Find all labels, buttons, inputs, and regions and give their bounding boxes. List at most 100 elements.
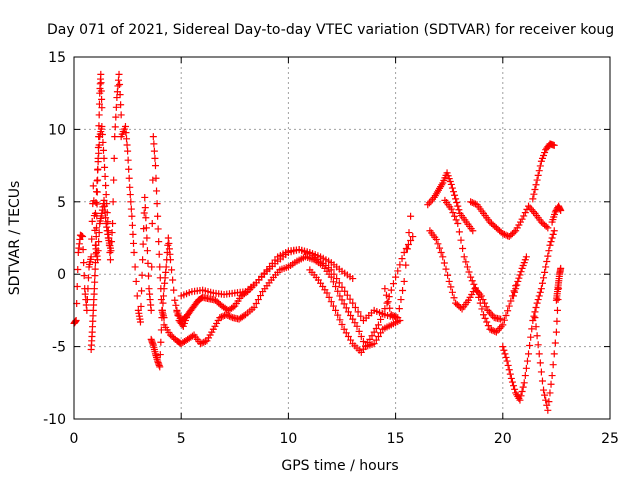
- series-arc-evening-d: [531, 285, 563, 414]
- data-point: [547, 380, 555, 388]
- data-point: [517, 268, 525, 276]
- data-point: [219, 312, 227, 320]
- data-point: [95, 111, 103, 119]
- data-point: [549, 361, 557, 369]
- data-point: [482, 303, 490, 311]
- data-point: [171, 296, 179, 304]
- data-point: [137, 302, 145, 310]
- data-point: [359, 338, 367, 346]
- data-point: [349, 315, 357, 323]
- data-point: [382, 291, 390, 299]
- data-point: [540, 274, 548, 282]
- data-point: [170, 286, 178, 294]
- data-point: [333, 275, 341, 283]
- data-point: [323, 289, 331, 297]
- data-point: [240, 312, 248, 320]
- data-point: [90, 285, 98, 293]
- data-point: [123, 141, 131, 149]
- data-point: [531, 185, 539, 193]
- data-point: [552, 328, 560, 336]
- data-point: [403, 245, 411, 253]
- data-point: [139, 256, 147, 264]
- series-arc-afternoon-d: [441, 196, 520, 336]
- data-point: [532, 181, 540, 189]
- data-point: [154, 225, 162, 233]
- data-point: [225, 312, 233, 320]
- data-point: [112, 103, 120, 111]
- data-point: [91, 272, 99, 280]
- data-point: [88, 235, 96, 243]
- data-point: [448, 184, 456, 192]
- data-point: [95, 141, 103, 149]
- data-point: [518, 387, 526, 395]
- data-point: [553, 317, 561, 325]
- data-point: [325, 293, 333, 301]
- data-point: [156, 363, 164, 371]
- data-point: [499, 321, 507, 329]
- data-point: [547, 238, 555, 246]
- data-point: [523, 357, 531, 365]
- data-point: [370, 340, 378, 348]
- data-point: [453, 199, 461, 207]
- data-point: [528, 206, 536, 214]
- data-point: [80, 259, 88, 267]
- data-point: [452, 195, 460, 203]
- data-point: [129, 230, 137, 238]
- data-point: [402, 261, 410, 269]
- data-point: [98, 104, 106, 112]
- data-point: [340, 325, 348, 333]
- data-point: [106, 256, 114, 264]
- data-point: [152, 174, 160, 182]
- data-point: [488, 326, 496, 334]
- data-point: [104, 227, 112, 235]
- data-point: [467, 273, 475, 281]
- data-point: [522, 253, 530, 261]
- data-point: [405, 229, 413, 237]
- y-tick-label: 5: [57, 195, 66, 211]
- data-point: [127, 205, 135, 213]
- x-tick-label: 20: [494, 431, 512, 447]
- data-point: [510, 228, 518, 236]
- data-point: [529, 195, 537, 203]
- data-point: [501, 350, 509, 358]
- data-point: [427, 197, 435, 205]
- data-point: [101, 163, 109, 171]
- data-point: [257, 292, 265, 300]
- data-point: [338, 296, 346, 304]
- data-point: [139, 240, 147, 248]
- data-point: [99, 138, 107, 146]
- data-point: [92, 199, 100, 207]
- data-point: [121, 123, 129, 131]
- data-point: [166, 256, 174, 264]
- data-point: [143, 234, 151, 242]
- data-point: [91, 209, 99, 217]
- data-point: [153, 187, 161, 195]
- data-point: [527, 333, 535, 341]
- data-point: [432, 235, 440, 243]
- data-point: [168, 266, 176, 274]
- data-point: [504, 232, 512, 240]
- data-point: [349, 275, 357, 283]
- data-point: [439, 253, 447, 261]
- series-arc-evening-b: [499, 227, 558, 404]
- data-point: [340, 300, 348, 308]
- data-point: [473, 288, 481, 296]
- data-point: [122, 129, 130, 137]
- data-point: [529, 208, 537, 216]
- data-point: [557, 206, 565, 214]
- data-point: [129, 239, 137, 247]
- data-point: [543, 401, 551, 409]
- grid-lines: [74, 57, 610, 419]
- data-point: [98, 95, 106, 103]
- data-point: [391, 312, 399, 320]
- data-point: [370, 328, 378, 336]
- data-point: [357, 312, 365, 320]
- data-point: [494, 326, 502, 334]
- series-arc-early-4: [117, 123, 168, 326]
- data-point: [400, 277, 408, 285]
- series-arc-evening-a: [467, 198, 552, 241]
- data-point: [468, 277, 476, 285]
- data-point: [395, 305, 403, 313]
- data-point: [91, 265, 99, 273]
